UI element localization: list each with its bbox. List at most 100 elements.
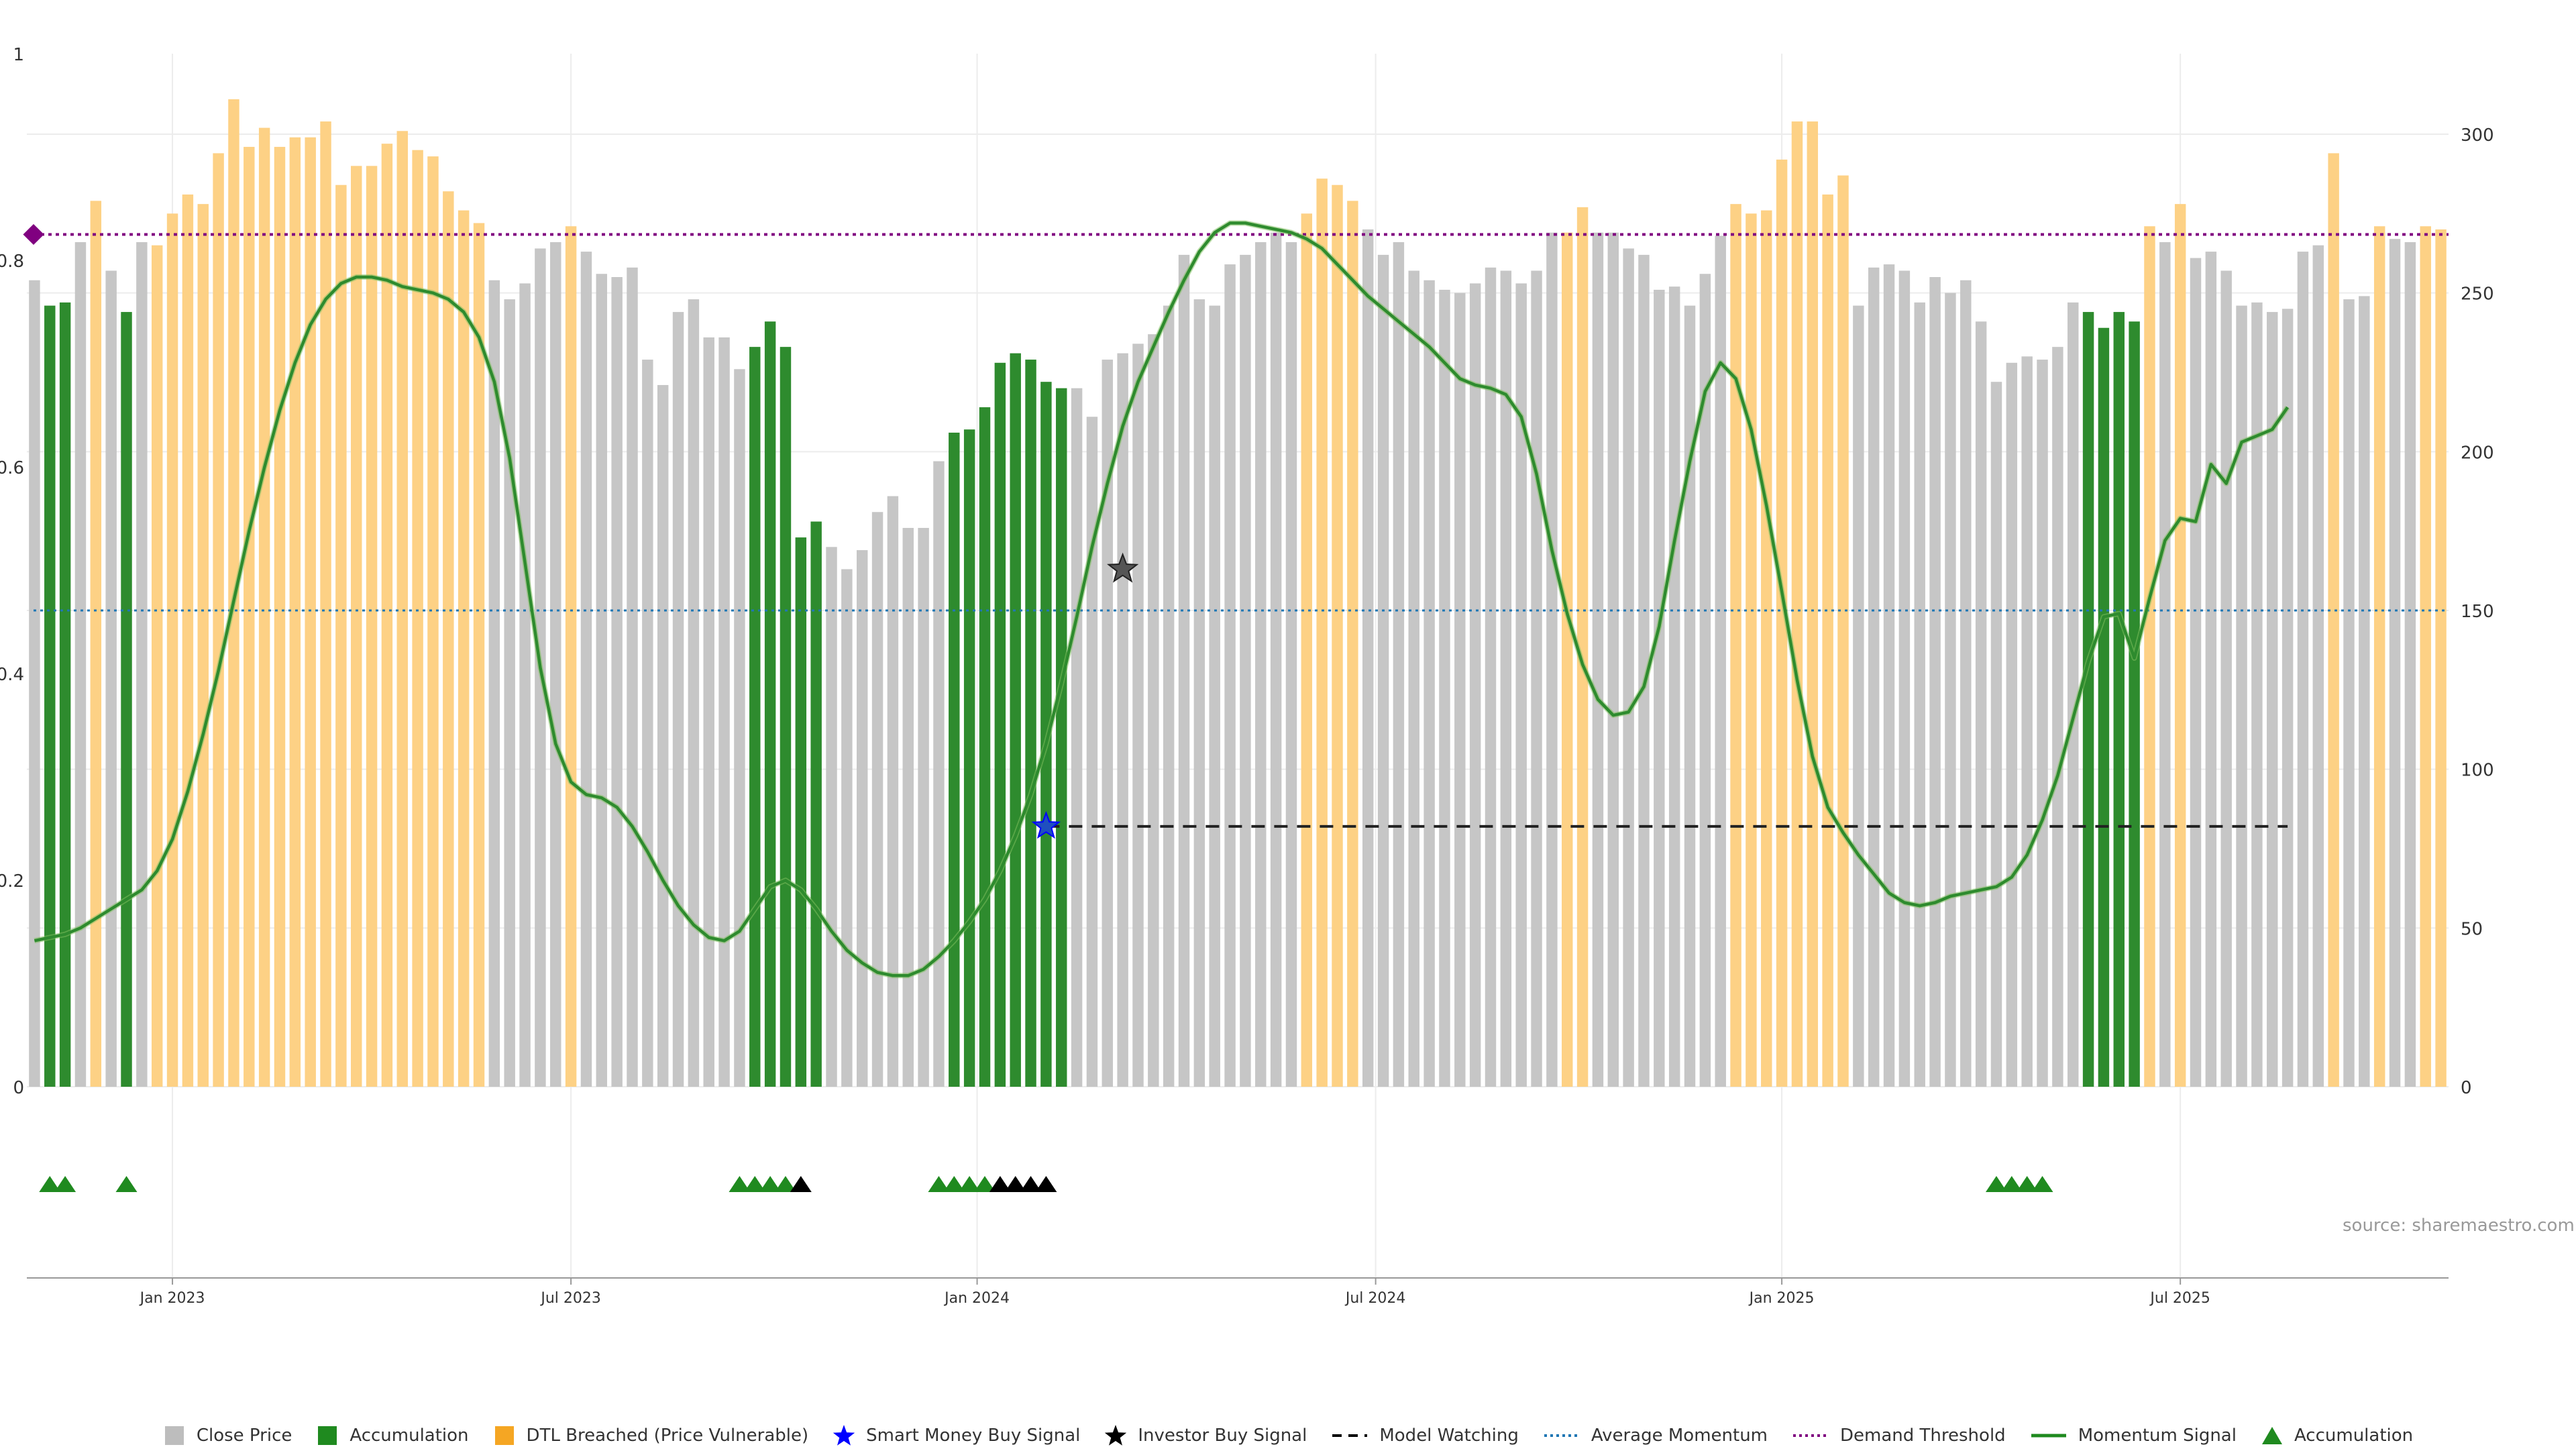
bar	[29, 280, 40, 1087]
bar	[1868, 267, 1880, 1087]
bar	[1592, 232, 1604, 1087]
bar	[734, 369, 745, 1087]
bar	[274, 146, 286, 1087]
bar	[596, 274, 608, 1087]
bar	[1056, 388, 1067, 1087]
bar	[488, 280, 500, 1087]
x-axis-tick: Jul 2024	[1344, 1290, 1406, 1307]
bar	[182, 194, 194, 1087]
bar	[1638, 254, 1650, 1087]
legend-item[interactable]: Close Price	[163, 1424, 292, 1447]
bar	[1945, 292, 1956, 1087]
bar	[1102, 360, 1114, 1087]
bar	[335, 184, 347, 1087]
bar	[2174, 204, 2186, 1087]
bar	[718, 337, 730, 1087]
accumulation-triangle	[759, 1176, 782, 1192]
bar	[2205, 252, 2217, 1087]
bar	[1715, 235, 1726, 1087]
legend-item[interactable]: Average Momentum	[1543, 1424, 1768, 1447]
bar	[1990, 382, 2002, 1087]
bar	[289, 137, 301, 1087]
bar	[1623, 248, 1634, 1087]
legend-item[interactable]: Momentum Signal	[2030, 1424, 2237, 1447]
legend-item[interactable]: Demand Threshold	[1792, 1424, 2006, 1447]
bar	[1776, 159, 1788, 1087]
bar	[2067, 302, 2079, 1087]
bar	[1929, 277, 1941, 1087]
bar	[1362, 229, 1374, 1087]
bar	[1668, 286, 1680, 1087]
accumulation-triangle	[1004, 1176, 1026, 1192]
legend: Close Price Accumulation DTL Breached (Pri…	[0, 1422, 2576, 1449]
square-icon	[164, 1426, 184, 1445]
legend-item[interactable]: DTL Breached (Price Vulnerable)	[493, 1424, 808, 1447]
investor-buy-star	[1106, 552, 1139, 583]
bar-series	[29, 99, 2447, 1087]
legend-item[interactable]: Investor Buy Signal	[1104, 1424, 1307, 1447]
bar	[412, 150, 423, 1087]
bar	[2144, 226, 2155, 1087]
bar	[949, 432, 960, 1087]
bar	[2328, 153, 2339, 1087]
bar	[74, 241, 87, 1087]
legend-item[interactable]: Smart Money Buy Signal	[833, 1424, 1080, 1447]
accumulation-triangle	[54, 1176, 76, 1192]
right-axis-tick: 100	[2461, 761, 2494, 781]
bar	[1240, 254, 1251, 1087]
bar	[611, 277, 623, 1087]
accumulation-triangle	[1020, 1176, 1042, 1192]
accumulation-triangle	[928, 1176, 950, 1192]
accumulation-triangle	[959, 1176, 981, 1192]
legend-item[interactable]: Model Watching	[1331, 1424, 1519, 1447]
bar	[1270, 232, 1282, 1087]
bar	[2006, 362, 2018, 1087]
bar	[1132, 343, 1144, 1087]
right-axis-tick: 50	[2461, 919, 2483, 939]
x-axis-tick: Jul 2025	[2149, 1290, 2210, 1307]
bar	[197, 204, 209, 1087]
bar	[258, 127, 270, 1087]
bar	[1086, 417, 1098, 1087]
demand-threshold-marker	[23, 223, 44, 246]
bar	[2389, 239, 2401, 1087]
bar	[2236, 305, 2247, 1087]
bar	[1761, 210, 1772, 1087]
legend-label: Demand Threshold	[1840, 1426, 2006, 1446]
accumulation-triangle	[790, 1176, 812, 1192]
accumulation-triangle	[974, 1176, 996, 1192]
bar	[1791, 121, 1803, 1087]
legend-label: Close Price	[196, 1426, 292, 1446]
bar	[1469, 283, 1481, 1087]
legend-item[interactable]: Accumulation	[2261, 1424, 2413, 1447]
bar	[1209, 305, 1220, 1087]
left-axis-tick: 0.4	[0, 665, 24, 685]
bar	[2359, 296, 2370, 1087]
bar	[672, 312, 684, 1087]
bar	[1485, 267, 1497, 1087]
bar	[918, 527, 929, 1087]
bar	[1960, 280, 1972, 1087]
bar	[841, 569, 853, 1087]
bar	[1285, 241, 1297, 1087]
bar	[1699, 274, 1711, 1087]
square-icon	[494, 1426, 514, 1445]
legend-item[interactable]: Accumulation	[316, 1424, 469, 1447]
momentum-signal-line	[34, 221, 2289, 977]
legend-label: Average Momentum	[1591, 1426, 1768, 1446]
bar	[1347, 201, 1358, 1087]
bar	[473, 223, 485, 1087]
dot-icon	[1793, 1434, 1829, 1437]
source-note: source: sharemaestro.com	[2343, 1216, 2575, 1236]
bar	[1117, 353, 1128, 1087]
legend-label: Model Watching	[1379, 1426, 1519, 1446]
bar	[627, 267, 638, 1087]
bar	[2082, 312, 2094, 1087]
bar	[2251, 302, 2263, 1087]
reference-lines	[23, 223, 2449, 828]
bar	[764, 321, 776, 1087]
bar	[1562, 232, 1573, 1087]
bar	[1515, 283, 1527, 1087]
bar	[933, 461, 945, 1087]
bar	[2129, 321, 2140, 1087]
